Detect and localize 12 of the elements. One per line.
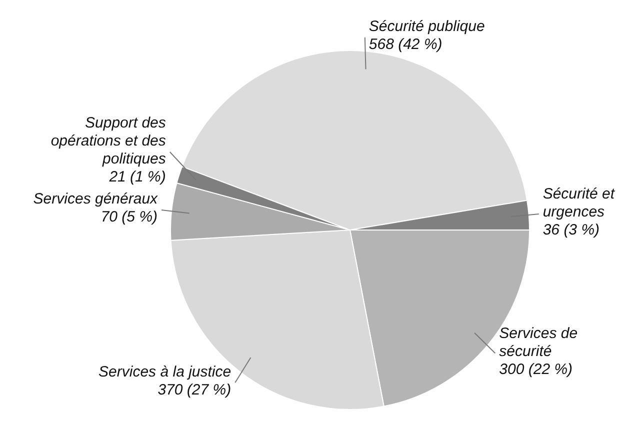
slice-label: Services généraux [33, 190, 158, 208]
data-label: 568 (42 %) [368, 36, 442, 54]
data-label: 36 (3 %) [542, 222, 600, 239]
data-label: 370 (27 %) [158, 381, 232, 398]
slice-label: Services à la justice [98, 363, 232, 380]
slice-label: Support des opérations et des politiques [50, 114, 166, 168]
data-label: 70 (5 %) [100, 208, 158, 226]
slice-label: Sécurité et urgences [542, 186, 616, 221]
data-label: 21 (1 %) [108, 168, 166, 186]
data-label: 300 (22 %) [499, 360, 573, 378]
slice-label: Services de sécurité [499, 324, 578, 360]
slice-label: Sécurité publique [368, 18, 485, 36]
